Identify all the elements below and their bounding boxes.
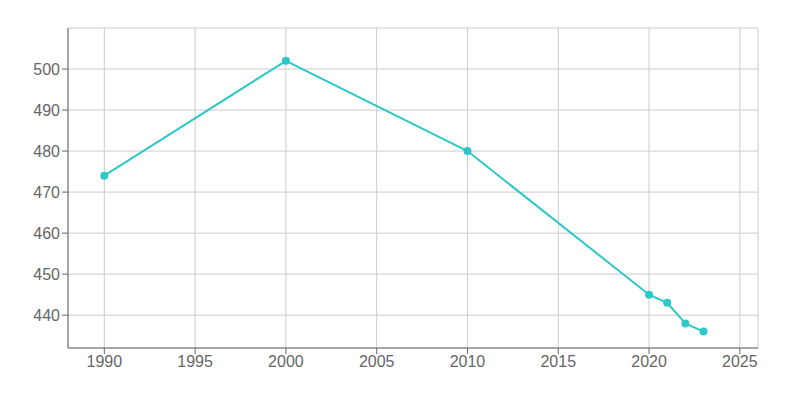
svg-text:460: 460 [33,225,60,242]
svg-text:440: 440 [33,307,60,324]
svg-text:490: 490 [33,102,60,119]
svg-text:2005: 2005 [359,353,395,370]
svg-text:2025: 2025 [722,353,758,370]
svg-text:500: 500 [33,61,60,78]
svg-text:1990: 1990 [87,353,123,370]
svg-text:2010: 2010 [450,353,486,370]
svg-text:2000: 2000 [268,353,304,370]
svg-text:2020: 2020 [631,353,667,370]
svg-text:480: 480 [33,143,60,160]
svg-text:470: 470 [33,184,60,201]
svg-text:1995: 1995 [177,353,213,370]
svg-text:2015: 2015 [540,353,576,370]
svg-text:450: 450 [33,266,60,283]
